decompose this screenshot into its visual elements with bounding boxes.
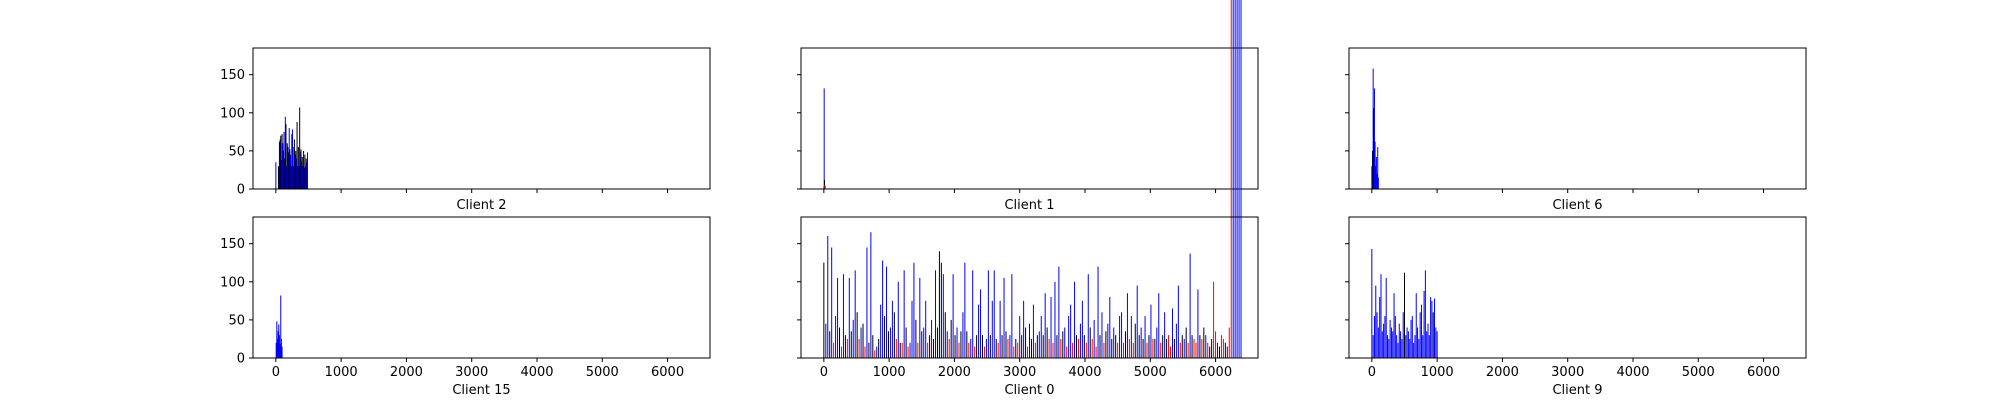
x-tick-label: 2000: [1486, 365, 1519, 380]
x-tick-label: 5000: [1682, 365, 1715, 380]
panel-client-9: 0 1000 2000 3000 4000 5000 6000 Client 9: [1345, 216, 1807, 398]
x-tick-label: 5000: [1134, 365, 1167, 380]
panel-client-15: 0 50 100 150 0 1000 2000 3000 4000 5000 6000 Client…: [220, 216, 711, 398]
x-tick-label: 2000: [938, 365, 971, 380]
panel-title: Client 6: [1552, 198, 1602, 213]
panel-client-0: 0 1000 2000 3000 4000 5000 6000 Client 0: [797, 0, 1259, 398]
panel-client-1: Client 1: [797, 47, 1259, 213]
x-tick-label: 2000: [390, 365, 423, 380]
x-tick-label: 3000: [1551, 365, 1584, 380]
axes-frame: [1348, 216, 1807, 359]
x-tick-label: 3000: [455, 365, 488, 380]
x-tick-label: 6000: [651, 365, 684, 380]
panel-title: Client 0: [1004, 383, 1054, 398]
x-tick-label: 6000: [1747, 365, 1780, 380]
axes-frame: [252, 216, 711, 359]
y-tick-label: 100: [220, 106, 245, 121]
x-tick-label: 1000: [325, 365, 358, 380]
panel-title: Client 2: [456, 198, 506, 213]
x-tick-label: 3000: [1003, 365, 1036, 380]
panel-title: Client 1: [1004, 198, 1054, 213]
panel-client-6: Client 6: [1345, 47, 1807, 213]
x-tick-label: 1000: [1421, 365, 1454, 380]
x-tick-label: 0: [272, 365, 280, 380]
x-tick-label: 1000: [873, 365, 906, 380]
y-tick-label: 150: [220, 68, 245, 83]
x-tick-label: 4000: [1068, 365, 1101, 380]
axes-frame: [800, 216, 1259, 359]
y-tick-label: 100: [220, 275, 245, 290]
y-tick-label: 150: [220, 237, 245, 252]
axes-frame: [252, 47, 711, 190]
x-tick-label: 4000: [1616, 365, 1649, 380]
axes-frame: [800, 47, 1259, 190]
x-tick-label: 4000: [520, 365, 553, 380]
panel-client-2: 0 50 100 150 Client 2: [220, 47, 711, 213]
y-tick-label: 0: [237, 352, 245, 367]
x-tick-label: 6000: [1199, 365, 1232, 380]
panel-title: Client 15: [452, 383, 510, 398]
y-tick-label: 0: [237, 183, 245, 198]
y-tick-label: 50: [228, 313, 245, 328]
axes-frame: [1348, 47, 1807, 190]
y-tick-label: 50: [228, 144, 245, 159]
panel-title: Client 9: [1552, 383, 1602, 398]
x-tick-label: 0: [820, 365, 828, 380]
x-tick-label: 0: [1368, 365, 1376, 380]
x-tick-label: 5000: [586, 365, 619, 380]
